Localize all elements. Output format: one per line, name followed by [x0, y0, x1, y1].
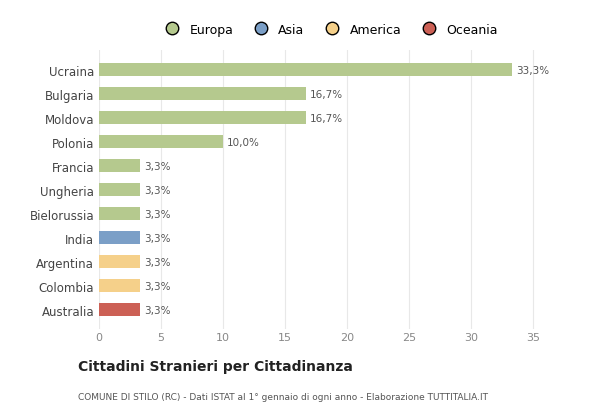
Bar [99, 112, 306, 125]
Bar [99, 231, 140, 245]
Bar [99, 303, 140, 317]
Bar [99, 88, 306, 101]
Text: 10,0%: 10,0% [227, 137, 260, 147]
Text: 16,7%: 16,7% [310, 113, 343, 123]
Text: 3,3%: 3,3% [143, 161, 170, 171]
Bar [99, 256, 140, 269]
Text: 16,7%: 16,7% [310, 89, 343, 99]
Bar [99, 207, 140, 221]
Text: 3,3%: 3,3% [143, 233, 170, 243]
Text: COMUNE DI STILO (RC) - Dati ISTAT al 1° gennaio di ogni anno - Elaborazione TUTT: COMUNE DI STILO (RC) - Dati ISTAT al 1° … [78, 392, 488, 401]
Text: 3,3%: 3,3% [143, 185, 170, 195]
Text: 3,3%: 3,3% [143, 305, 170, 315]
Text: Cittadini Stranieri per Cittadinanza: Cittadini Stranieri per Cittadinanza [78, 359, 353, 373]
Text: 3,3%: 3,3% [143, 281, 170, 291]
Text: 3,3%: 3,3% [143, 209, 170, 219]
Text: 33,3%: 33,3% [516, 65, 549, 75]
Bar [99, 64, 512, 77]
Bar [99, 136, 223, 149]
Bar [99, 279, 140, 292]
Legend: Europa, Asia, America, Oceania: Europa, Asia, America, Oceania [157, 21, 500, 39]
Bar [99, 184, 140, 197]
Text: 3,3%: 3,3% [143, 257, 170, 267]
Bar [99, 160, 140, 173]
